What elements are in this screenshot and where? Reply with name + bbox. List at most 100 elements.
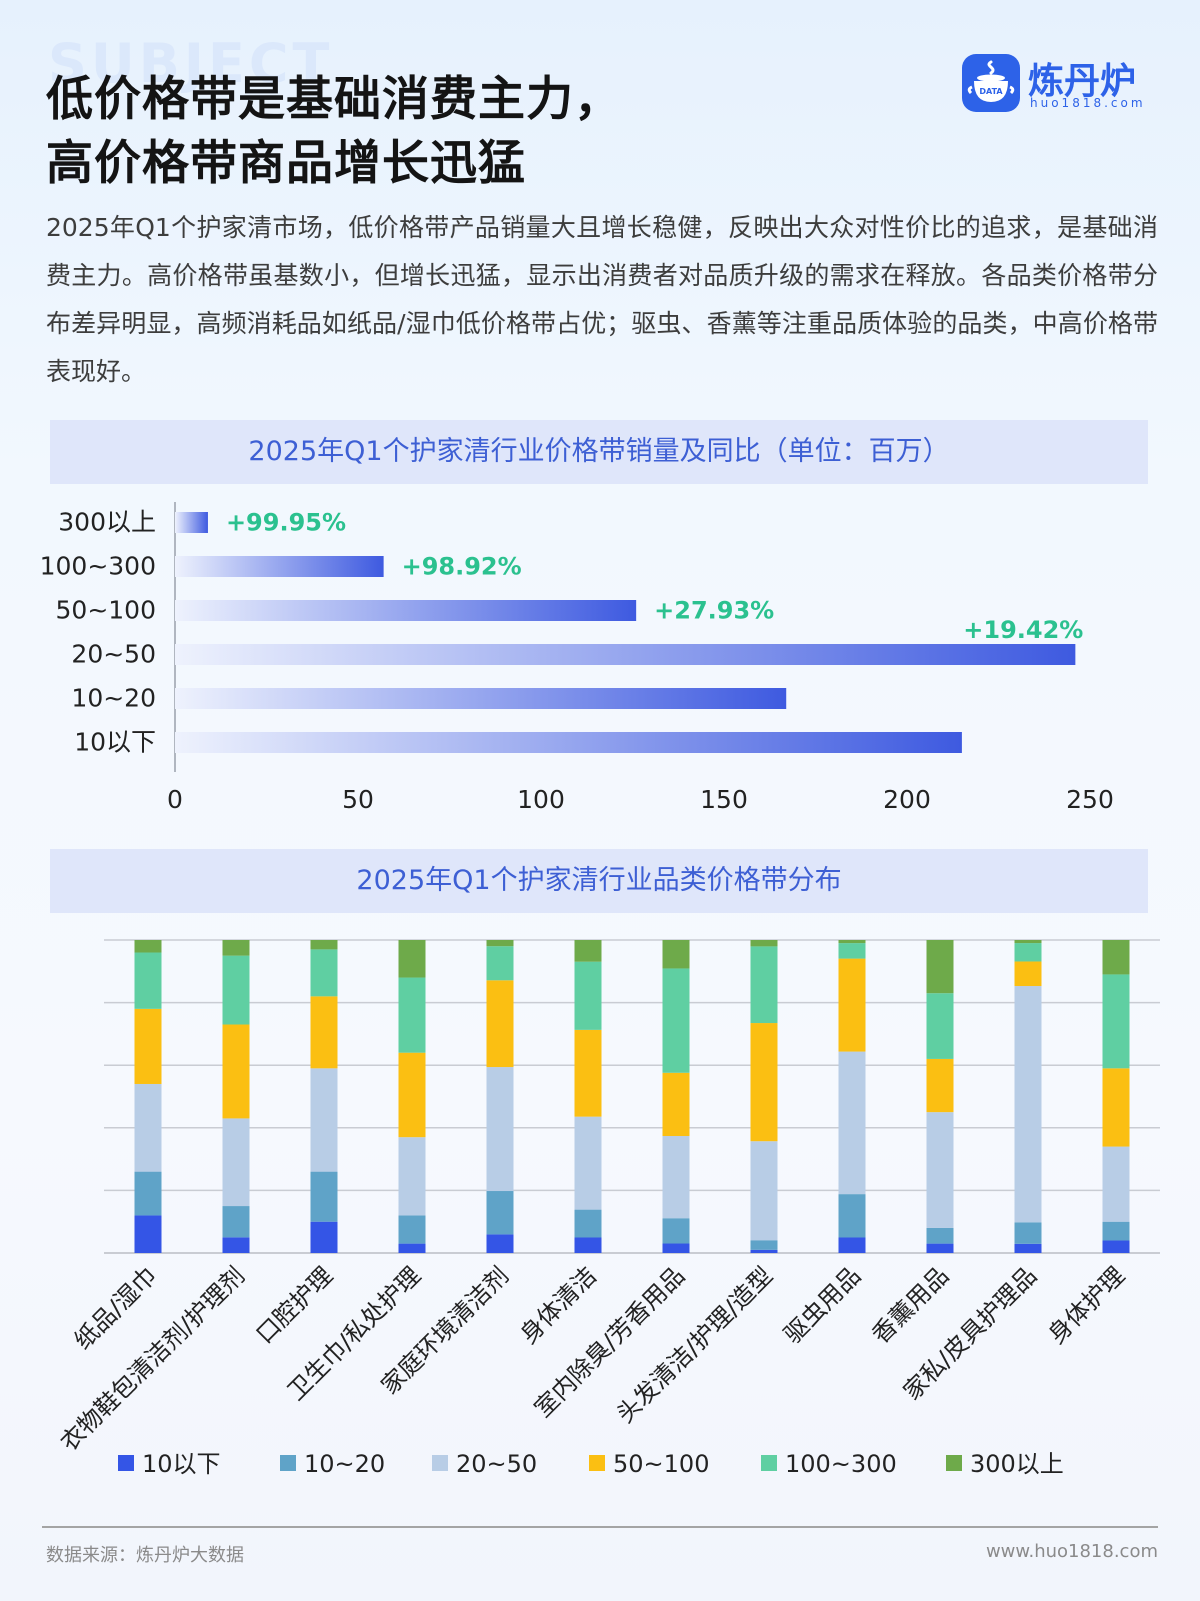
segment-50~100 bbox=[1014, 961, 1042, 987]
segment-10以下 bbox=[1014, 1243, 1042, 1253]
page-title-line-1: 低价格带是基础消费主力， bbox=[46, 72, 622, 127]
x-tick-label: 100 bbox=[517, 785, 565, 814]
bar-50~100 bbox=[175, 600, 637, 621]
x-tick-label: 200 bbox=[883, 785, 931, 814]
legend-swatch bbox=[118, 1455, 134, 1471]
segment-20~50 bbox=[398, 1137, 426, 1216]
segment-20~50 bbox=[926, 1112, 954, 1228]
segment-50~100 bbox=[1102, 1068, 1130, 1147]
legend-swatch bbox=[946, 1455, 962, 1471]
segment-300以上 bbox=[222, 940, 250, 956]
segment-10~20 bbox=[574, 1209, 602, 1238]
bar-10~20 bbox=[175, 688, 787, 709]
segment-50~100 bbox=[310, 996, 338, 1069]
segment-10以下 bbox=[398, 1243, 426, 1253]
segment-10以下 bbox=[926, 1243, 954, 1253]
segment-300以上 bbox=[750, 940, 778, 947]
category-label: 香薰用品 bbox=[867, 1261, 955, 1349]
furnace-icon: DATA bbox=[962, 54, 1020, 112]
segment-10以下 bbox=[662, 1243, 690, 1253]
segment-50~100 bbox=[662, 1072, 690, 1137]
x-tick-label: 50 bbox=[342, 785, 374, 814]
segment-100~300 bbox=[1014, 943, 1042, 962]
legend-swatch bbox=[432, 1455, 448, 1471]
brand-logo: DATA 炼丹炉 huo1818.com bbox=[962, 52, 1162, 114]
segment-20~50 bbox=[838, 1051, 866, 1195]
category-label: 10以下 bbox=[74, 728, 156, 757]
segment-100~300 bbox=[398, 977, 426, 1053]
segment-50~100 bbox=[838, 958, 866, 1052]
legend-label: 20~50 bbox=[456, 1450, 537, 1478]
segment-20~50 bbox=[1014, 986, 1042, 1223]
segment-10以下 bbox=[750, 1249, 778, 1253]
category-label: 50~100 bbox=[56, 596, 156, 625]
segment-300以上 bbox=[486, 940, 514, 947]
growth-label: +99.95% bbox=[226, 509, 346, 537]
segment-10以下 bbox=[574, 1237, 602, 1253]
x-tick-label: 150 bbox=[700, 785, 748, 814]
growth-label: +98.92% bbox=[402, 553, 522, 581]
segment-10~20 bbox=[1102, 1221, 1130, 1241]
segment-100~300 bbox=[310, 949, 338, 997]
segment-10~20 bbox=[486, 1191, 514, 1235]
category-label: 身体清洁 bbox=[515, 1261, 603, 1349]
segment-50~100 bbox=[134, 1008, 162, 1084]
segment-10~20 bbox=[222, 1206, 250, 1238]
footer-url: www.huo1818.com bbox=[985, 1541, 1158, 1562]
legend-swatch bbox=[280, 1455, 296, 1471]
category-label: 室内除臭/芳香用品 bbox=[529, 1261, 690, 1422]
segment-20~50 bbox=[750, 1141, 778, 1241]
segment-10~20 bbox=[398, 1215, 426, 1244]
segment-20~50 bbox=[222, 1118, 250, 1207]
legend-swatch bbox=[589, 1455, 605, 1471]
chart1-title: 2025年Q1个护家清行业价格带销量及同比（单位：百万） bbox=[50, 420, 1148, 484]
legend-label: 100~300 bbox=[785, 1450, 897, 1478]
segment-100~300 bbox=[662, 968, 690, 1073]
segment-10~20 bbox=[1014, 1222, 1042, 1244]
x-tick-label: 0 bbox=[167, 785, 183, 814]
segment-100~300 bbox=[134, 952, 162, 1009]
segment-50~100 bbox=[574, 1029, 602, 1117]
x-tick-label: 250 bbox=[1066, 785, 1114, 814]
bar-20~50 bbox=[175, 644, 1076, 665]
legend-swatch bbox=[761, 1455, 777, 1471]
page-title-line-2: 高价格带商品增长迅猛 bbox=[46, 136, 526, 191]
category-label: 100~300 bbox=[40, 552, 156, 581]
chart2-title: 2025年Q1个护家清行业品类价格带分布 bbox=[50, 849, 1148, 913]
logo-name: 炼丹炉 bbox=[1028, 61, 1137, 102]
segment-300以上 bbox=[310, 940, 338, 950]
bar-300以上 bbox=[175, 512, 208, 533]
segment-50~100 bbox=[486, 980, 514, 1068]
footer-divider bbox=[42, 1526, 1158, 1528]
segment-10~20 bbox=[662, 1218, 690, 1244]
segment-10以下 bbox=[310, 1221, 338, 1253]
segment-10以下 bbox=[486, 1234, 514, 1253]
segment-300以上 bbox=[574, 940, 602, 962]
segment-10~20 bbox=[838, 1194, 866, 1238]
segment-20~50 bbox=[310, 1068, 338, 1172]
segment-100~300 bbox=[486, 946, 514, 981]
logo-url: huo1818.com bbox=[1030, 96, 1146, 110]
segment-20~50 bbox=[662, 1136, 690, 1219]
segment-10以下 bbox=[838, 1237, 866, 1253]
segment-10以下 bbox=[1102, 1240, 1130, 1253]
segment-10~20 bbox=[750, 1240, 778, 1250]
segment-300以上 bbox=[838, 940, 866, 944]
price-band-sales-chart: 300以上 +99.95% 100~300 +98.92% 50~100 +27.93% 2… bbox=[40, 502, 1114, 814]
category-label: 纸品/湿巾 bbox=[69, 1261, 162, 1354]
category-label: 10~20 bbox=[71, 684, 156, 713]
segment-50~100 bbox=[750, 1023, 778, 1142]
segment-300以上 bbox=[926, 940, 954, 994]
category-label: 身体护理 bbox=[1043, 1261, 1131, 1349]
legend-label: 300以上 bbox=[970, 1450, 1064, 1478]
segment-20~50 bbox=[134, 1083, 162, 1172]
legend-label: 10~20 bbox=[304, 1450, 385, 1478]
segment-300以上 bbox=[134, 940, 162, 953]
bar-10以下 bbox=[175, 732, 962, 753]
segment-100~300 bbox=[926, 993, 954, 1059]
segment-10以下 bbox=[134, 1215, 162, 1253]
segment-50~100 bbox=[926, 1058, 954, 1113]
segment-300以上 bbox=[1014, 940, 1042, 944]
bar-100~300 bbox=[175, 556, 384, 577]
segment-10以下 bbox=[222, 1237, 250, 1253]
